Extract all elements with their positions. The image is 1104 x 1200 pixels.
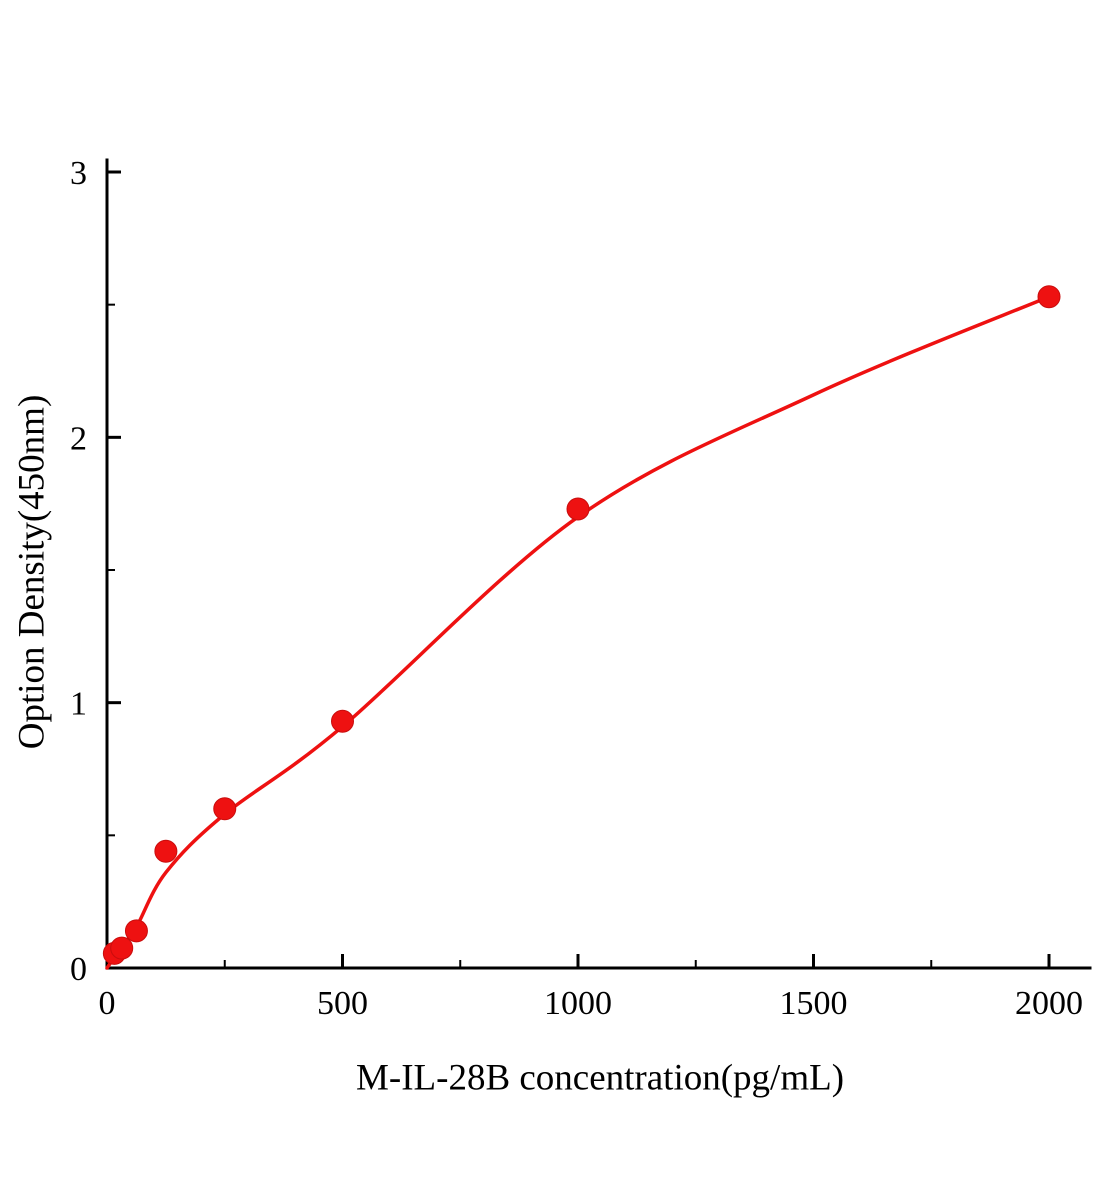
- x-tick-label: 2000: [1015, 985, 1083, 1022]
- data-point: [110, 936, 134, 960]
- data-point: [124, 919, 148, 943]
- x-tick-label: 1500: [780, 985, 848, 1022]
- data-point: [566, 497, 590, 521]
- x-tick-label: 1000: [544, 985, 612, 1022]
- y-tick-label: 0: [70, 951, 87, 988]
- axis-lines: [105, 158, 1092, 970]
- data-point: [331, 709, 354, 733]
- x-axis-title: M-IL-28B concentration(pg/mL): [355, 1057, 845, 1099]
- data-point: [1037, 285, 1061, 309]
- y-axis-title: Option Density(450nm): [11, 394, 53, 750]
- fit-curve: [105, 294, 1051, 970]
- y-tick-label: 1: [70, 686, 87, 723]
- y-tick-label: 2: [70, 420, 87, 457]
- data-point: [154, 839, 178, 863]
- data-point: [213, 797, 237, 821]
- x-tick-label: 500: [317, 985, 368, 1022]
- x-tick-label: 0: [99, 985, 116, 1022]
- y-tick-label: 3: [70, 155, 87, 192]
